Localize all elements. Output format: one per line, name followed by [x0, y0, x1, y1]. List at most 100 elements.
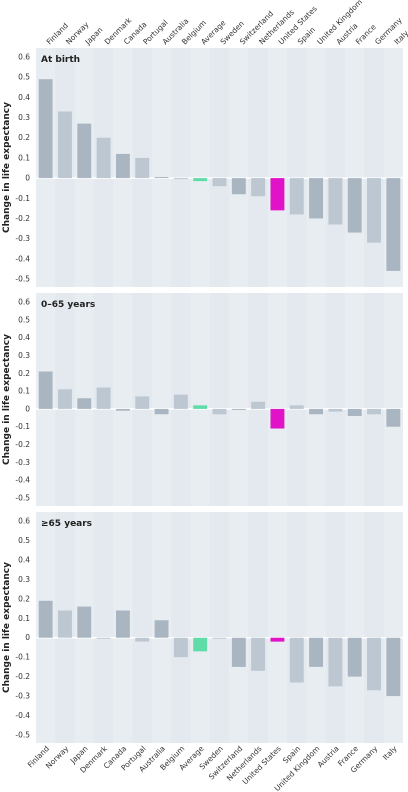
y-axis-label: Change in life expectancy	[2, 334, 12, 465]
bar-belgium	[173, 178, 188, 180]
bar-spain	[289, 637, 304, 683]
y-tick-label: 0.1	[18, 614, 30, 623]
bar-norway	[58, 389, 72, 409]
y-tick-label: 0	[25, 404, 30, 413]
column-band	[229, 48, 249, 287]
bar-germany	[367, 178, 381, 243]
column-band	[306, 48, 326, 287]
y-axis-label: Change in life expectancy	[2, 102, 12, 233]
y-tick-label: 0.5	[18, 536, 30, 545]
bottom-label-austria: Austria	[316, 744, 341, 769]
y-tick-label: 0.3	[18, 351, 30, 360]
column-band	[151, 48, 172, 287]
bar-portugal	[135, 157, 150, 179]
bar-sweden	[212, 178, 227, 187]
bar-australia	[154, 177, 169, 179]
bar-united-kingdom	[309, 178, 324, 219]
y-tick-label: 0.4	[18, 333, 30, 342]
y-tick-label: 0.6	[18, 517, 30, 526]
bar-switzerland	[231, 178, 246, 195]
panel-3: 0.6 0.5 0.4 0.3 0.2 0.1 0 -0.1 -0.2 -0.3 -0.4 -0.5 ≥…	[2, 512, 403, 743]
bar-portugal	[135, 396, 150, 409]
y-tick-label: -0.1	[15, 653, 30, 662]
bar-spain	[289, 405, 304, 409]
bar-switzerland	[231, 408, 246, 410]
y-tick-label: -0.4	[15, 254, 30, 263]
y-tick-label: 0.2	[18, 133, 30, 142]
y-tick-label: 0.6	[18, 53, 30, 62]
y-tick-label: -0.3	[15, 458, 30, 467]
y-tick-label: 0.1	[18, 387, 30, 396]
bar-denmark	[96, 637, 111, 639]
bar-norway	[58, 610, 72, 638]
bar-spain	[289, 178, 304, 215]
column-band	[306, 293, 326, 506]
y-tick-label: -0.4	[15, 711, 30, 720]
y-tick-label: 0.5	[18, 73, 30, 82]
column-band	[267, 48, 288, 287]
bar-australia	[154, 408, 169, 415]
panel-title: At birth	[41, 55, 80, 65]
bar-austria	[328, 178, 343, 225]
bar-average	[193, 178, 208, 182]
bar-norway	[58, 111, 72, 179]
bar-japan	[77, 123, 92, 179]
column-band	[190, 293, 210, 506]
bar-australia	[154, 620, 169, 638]
bar-united-kingdom	[309, 637, 324, 667]
y-tick-label: 0	[25, 633, 30, 642]
column-band	[113, 293, 133, 506]
bar-canada	[115, 153, 130, 179]
y-tick-label: 0.3	[18, 113, 30, 122]
column-band	[306, 512, 326, 743]
y-tick-label: 0.1	[18, 153, 30, 162]
y-tick-label: -0.5	[15, 494, 30, 503]
bar-netherlands	[251, 178, 266, 197]
y-tick-label: 0	[25, 174, 30, 183]
column-band	[267, 293, 288, 506]
y-tick-label: -0.5	[15, 731, 30, 740]
bar-france	[347, 637, 362, 677]
bar-united-states	[270, 637, 285, 642]
bar-sweden	[212, 637, 227, 639]
y-axis-label: Change in life expectancy	[2, 562, 12, 693]
bar-united-kingdom	[309, 408, 324, 415]
column-band	[345, 512, 365, 743]
bar-average	[193, 637, 208, 652]
bar-belgium	[173, 394, 188, 409]
bar-denmark	[96, 387, 111, 409]
y-tick-label: -0.1	[15, 194, 30, 203]
bar-switzerland	[231, 637, 246, 667]
bar-canada	[115, 408, 130, 411]
bar-united-states	[270, 408, 285, 429]
column-band	[190, 48, 210, 287]
bar-united-states	[270, 178, 285, 211]
bar-finland	[38, 79, 53, 179]
bar-italy	[386, 178, 401, 271]
bar-canada	[115, 610, 130, 638]
panel-background	[36, 512, 403, 743]
y-tick-label: -0.2	[15, 440, 30, 449]
bar-average	[193, 405, 208, 409]
y-tick-label: -0.2	[15, 672, 30, 681]
bar-netherlands	[251, 637, 266, 671]
bar-japan	[77, 398, 92, 409]
y-tick-label: 0.2	[18, 369, 30, 378]
bar-portugal	[135, 637, 150, 642]
bar-france	[347, 408, 362, 417]
panel-1: 0.6 0.5 0.4 0.3 0.2 0.1 0 -0.1 -0.2 -0.3 -0.4 -0.5 A…	[2, 48, 403, 287]
y-tick-label: -0.3	[15, 234, 30, 243]
column-band	[383, 293, 403, 506]
panel-title: 0–65 years	[41, 300, 95, 310]
y-tick-label: 0.6	[18, 298, 30, 307]
bar-italy	[386, 637, 401, 697]
y-tick-label: 0.2	[18, 594, 30, 603]
y-tick-label: -0.5	[15, 275, 30, 284]
bar-sweden	[212, 408, 227, 415]
y-tick-label: 0.5	[18, 315, 30, 324]
column-band	[345, 48, 365, 287]
y-tick-label: 0.4	[18, 93, 30, 102]
panel-2: 0.6 0.5 0.4 0.3 0.2 0.1 0 -0.1 -0.2 -0.3 -0.4 -0.5 0…	[2, 293, 403, 506]
chart-panels: 0.6 0.5 0.4 0.3 0.2 0.1 0 -0.1 -0.2 -0.3 -0.4 -0.5 A…	[2, 48, 403, 743]
